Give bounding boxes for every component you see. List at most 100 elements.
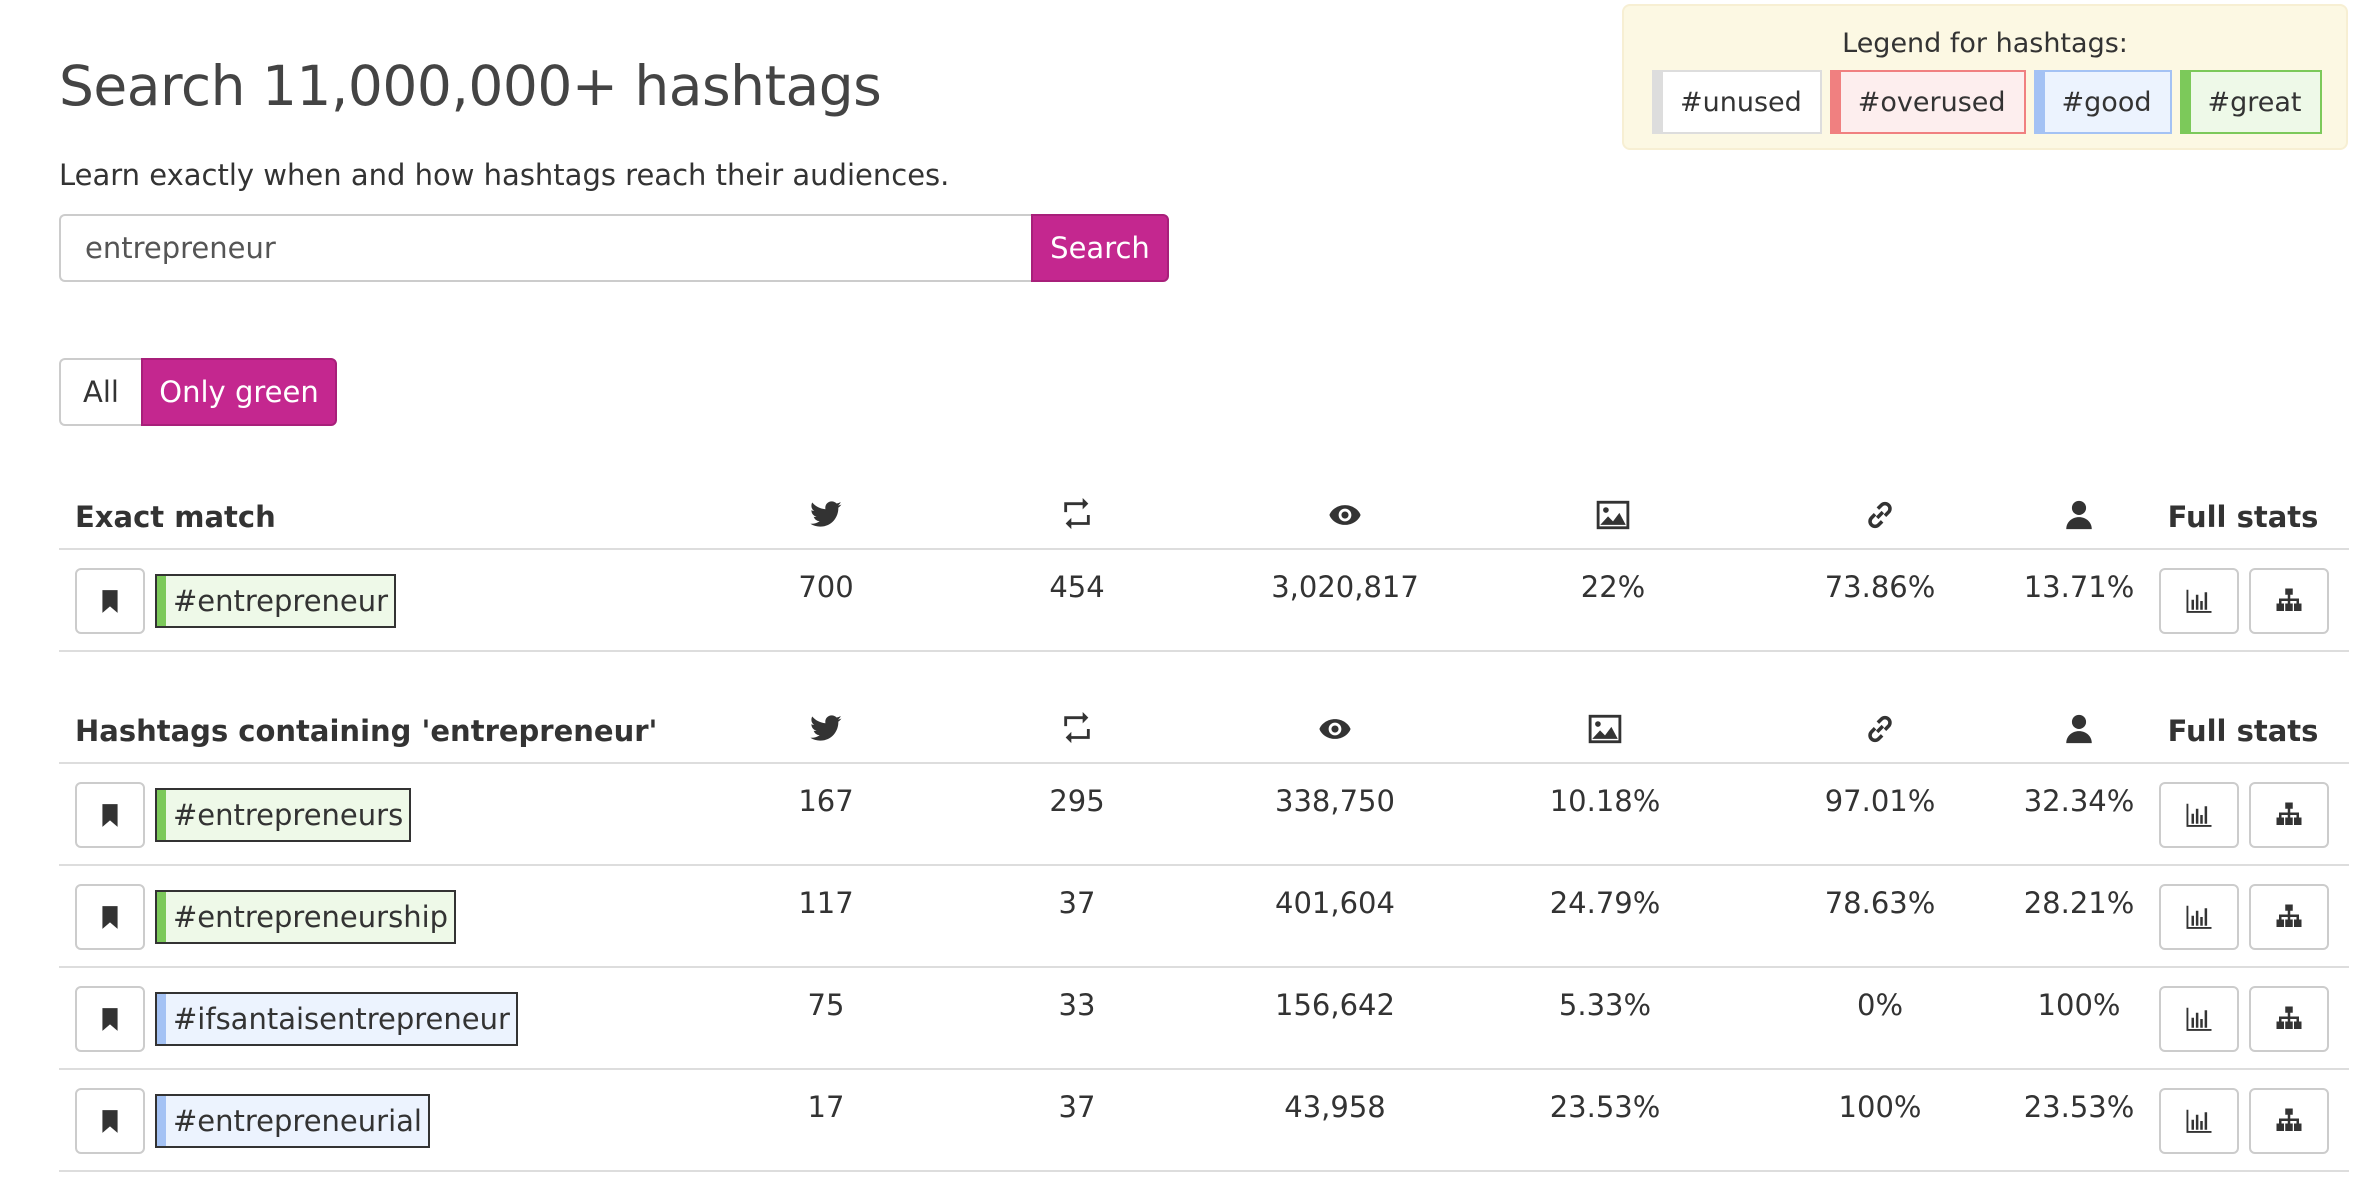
image-icon: [1588, 712, 1622, 746]
tweets-value: 17: [807, 1090, 845, 1124]
section-title: Hashtags containing 'entrepreneur': [75, 714, 658, 748]
bookmark-icon: [97, 904, 123, 930]
sitemap-button[interactable]: [2249, 1088, 2329, 1154]
bar-chart-icon: [2184, 586, 2214, 616]
links-value: 78.63%: [1824, 886, 1936, 920]
bookmark-icon: [97, 1108, 123, 1134]
search-form: Search: [59, 214, 1169, 282]
sitemap-button[interactable]: [2249, 986, 2329, 1052]
page-title: Search 11,000,000+ hashtags: [59, 54, 882, 118]
bookmark-icon: [97, 802, 123, 828]
image-icon: [1596, 498, 1630, 532]
retweet-icon: [1060, 498, 1094, 532]
images-value: 23.53%: [1549, 1090, 1661, 1124]
bookmark-icon: [97, 1006, 123, 1032]
mentions-value: 32.34%: [2023, 784, 2135, 818]
hashtag-link[interactable]: #entrepreneur: [155, 574, 397, 628]
table-row: #entrepreneurs 167 295 338,750 10.18% 97…: [59, 764, 2349, 866]
retweets-value: 295: [1049, 784, 1105, 818]
sitemap-button[interactable]: [2249, 568, 2329, 634]
legend-items: #unused #overused #good #great: [1652, 70, 2322, 134]
twitter-icon: [809, 712, 843, 746]
images-value: 24.79%: [1549, 886, 1661, 920]
images-value: 10.18%: [1549, 784, 1661, 818]
hashtag-link[interactable]: #entrepreneurs: [155, 788, 412, 842]
legend-tag-unused: #unused: [1652, 70, 1822, 134]
exposure-value: 156,642: [1275, 988, 1395, 1022]
filter-toggle-group: All Only green: [59, 358, 337, 426]
bookmark-button[interactable]: [75, 986, 145, 1052]
bookmark-button[interactable]: [75, 1088, 145, 1154]
twitter-icon: [809, 498, 843, 532]
exposure-value: 3,020,817: [1271, 570, 1419, 604]
search-input[interactable]: [59, 214, 1031, 282]
user-icon: [2062, 498, 2096, 532]
sitemap-icon: [2274, 800, 2304, 830]
full-stats-header: Full stats: [2167, 500, 2319, 534]
retweets-value: 33: [1058, 988, 1096, 1022]
bar-chart-button[interactable]: [2159, 1088, 2239, 1154]
bar-chart-icon: [2184, 902, 2214, 932]
tweets-value: 700: [798, 570, 854, 604]
sitemap-icon: [2274, 1004, 2304, 1034]
page-subtitle: Learn exactly when and how hashtags reac…: [59, 158, 950, 192]
table-row: #ifsantaisentrepreneur 75 33 156,642 5.3…: [59, 968, 2349, 1070]
bar-chart-button[interactable]: [2159, 986, 2239, 1052]
legend-tag-good: #good: [2033, 70, 2172, 134]
mentions-value: 23.53%: [2023, 1090, 2135, 1124]
exact-match-section: Exact match Full stats #entrepreneur 700…: [59, 476, 2349, 652]
tweets-value: 117: [798, 886, 854, 920]
bookmark-button[interactable]: [75, 568, 145, 634]
sitemap-button[interactable]: [2249, 884, 2329, 950]
legend-tag-overused: #overused: [1829, 70, 2026, 134]
tweets-value: 75: [807, 988, 845, 1022]
section-title: Exact match: [75, 500, 276, 534]
exact-match-header: Exact match Full stats: [59, 476, 2349, 550]
filter-only-green-button[interactable]: Only green: [141, 358, 337, 426]
hashtag-link[interactable]: #entrepreneurship: [155, 890, 457, 944]
table-row: #entrepreneurship 117 37 401,604 24.79% …: [59, 866, 2349, 968]
bar-chart-icon: [2184, 800, 2214, 830]
user-icon: [2062, 712, 2096, 746]
containing-header: Hashtags containing 'entrepreneur' Full …: [59, 690, 2349, 764]
bar-chart-icon: [2184, 1106, 2214, 1136]
hashtag-legend: Legend for hashtags: #unused #overused #…: [1622, 4, 2348, 150]
bar-chart-button[interactable]: [2159, 568, 2239, 634]
links-value: 100%: [1838, 1090, 1922, 1124]
mentions-value: 13.71%: [2023, 570, 2135, 604]
hashtag-link[interactable]: #entrepreneurial: [155, 1094, 430, 1148]
bookmark-icon: [97, 588, 123, 614]
links-value: 97.01%: [1824, 784, 1936, 818]
retweets-value: 454: [1049, 570, 1105, 604]
link-icon: [1863, 498, 1897, 532]
sitemap-icon: [2274, 1106, 2304, 1136]
legend-tag-great: #great: [2179, 70, 2322, 134]
sitemap-button[interactable]: [2249, 782, 2329, 848]
bar-chart-button[interactable]: [2159, 884, 2239, 950]
tweets-value: 167: [798, 784, 854, 818]
bookmark-button[interactable]: [75, 782, 145, 848]
filter-all-button[interactable]: All: [59, 358, 141, 426]
full-stats-header: Full stats: [2167, 714, 2319, 748]
eye-icon: [1318, 712, 1352, 746]
mentions-value: 28.21%: [2023, 886, 2135, 920]
hashtag-link[interactable]: #ifsantaisentrepreneur: [155, 992, 518, 1046]
link-icon: [1863, 712, 1897, 746]
images-value: 22%: [1580, 570, 1646, 604]
retweet-icon: [1060, 712, 1094, 746]
bar-chart-button[interactable]: [2159, 782, 2239, 848]
links-value: 73.86%: [1824, 570, 1936, 604]
mentions-value: 100%: [2037, 988, 2121, 1022]
retweets-value: 37: [1058, 1090, 1096, 1124]
search-button[interactable]: Search: [1031, 214, 1169, 282]
table-row: #entrepreneur 700 454 3,020,817 22% 73.8…: [59, 550, 2349, 652]
links-value: 0%: [1856, 988, 1904, 1022]
bookmark-button[interactable]: [75, 884, 145, 950]
legend-title: Legend for hashtags:: [1842, 28, 2128, 59]
exposure-value: 43,958: [1284, 1090, 1386, 1124]
exposure-value: 338,750: [1275, 784, 1395, 818]
bar-chart-icon: [2184, 1004, 2214, 1034]
sitemap-icon: [2274, 586, 2304, 616]
eye-icon: [1328, 498, 1362, 532]
sitemap-icon: [2274, 902, 2304, 932]
